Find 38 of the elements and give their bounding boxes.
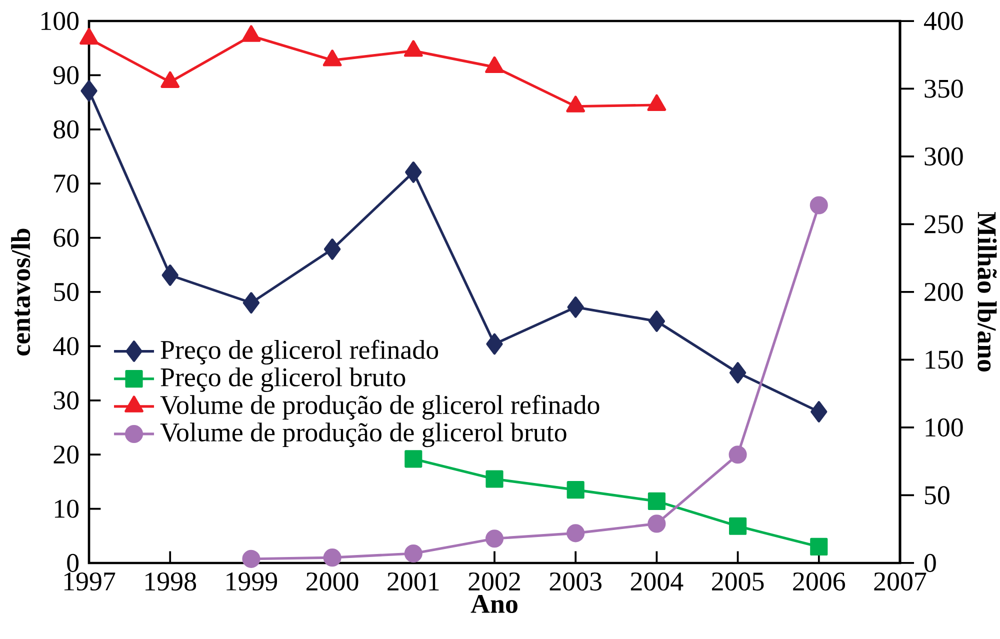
- y2-tick-label: 250: [924, 215, 963, 234]
- x-tick-label: 2001: [388, 572, 439, 591]
- y-tick-label: 70: [54, 174, 79, 193]
- y-tick-label: 80: [54, 120, 79, 138]
- y2-axis-title: Milhão lb/ano: [978, 212, 997, 372]
- y2-tick-label: 350: [924, 80, 963, 98]
- x-tick-label: 1998: [146, 572, 196, 591]
- x-tick-label: 2002: [468, 572, 520, 591]
- y-tick-label: 10: [54, 500, 79, 518]
- y-tick-label: 100: [41, 12, 79, 30]
- x-tick-label: 2003: [550, 572, 602, 591]
- y-tick-label: 20: [54, 446, 79, 464]
- x-tick-label: 2005: [712, 572, 764, 591]
- y-tick-label: 60: [54, 228, 79, 247]
- y-tick-label: 0: [67, 554, 79, 572]
- x-tick-label: 2007: [874, 572, 926, 591]
- y-tick-label: 50: [54, 282, 79, 302]
- x-tick-label: 2000: [306, 572, 358, 591]
- legend-label: Preço de glicerol refinado: [160, 340, 438, 365]
- legend-label: Preço de glicerol bruto: [160, 367, 406, 392]
- y-tick-label: 90: [53, 66, 79, 84]
- x-tick-label: 2004: [630, 572, 684, 591]
- x-tick-label: 1997: [64, 572, 116, 591]
- y-tick-label: 40: [53, 337, 79, 356]
- y2-tick-label: 0: [924, 554, 936, 572]
- x-tick-label: 2006: [793, 572, 846, 591]
- legend-label: Volume de produção de glicerol bruto: [160, 422, 566, 448]
- y-axis-title: centavos/lb: [11, 228, 30, 356]
- y2-tick-label: 150: [926, 350, 963, 369]
- y2-tick-label: 300: [924, 147, 963, 166]
- legend-label: Volume de produção de glicerol refinado: [160, 394, 600, 420]
- y2-tick-label: 50: [925, 486, 950, 504]
- y2-tick-label: 400: [924, 12, 963, 30]
- x-axis-title: Ano: [470, 594, 518, 614]
- x-tick-label: 1999: [226, 572, 278, 591]
- y2-tick-label: 200: [924, 282, 963, 302]
- y2-tick-label: 100: [926, 418, 963, 437]
- y-tick-label: 30: [54, 391, 79, 410]
